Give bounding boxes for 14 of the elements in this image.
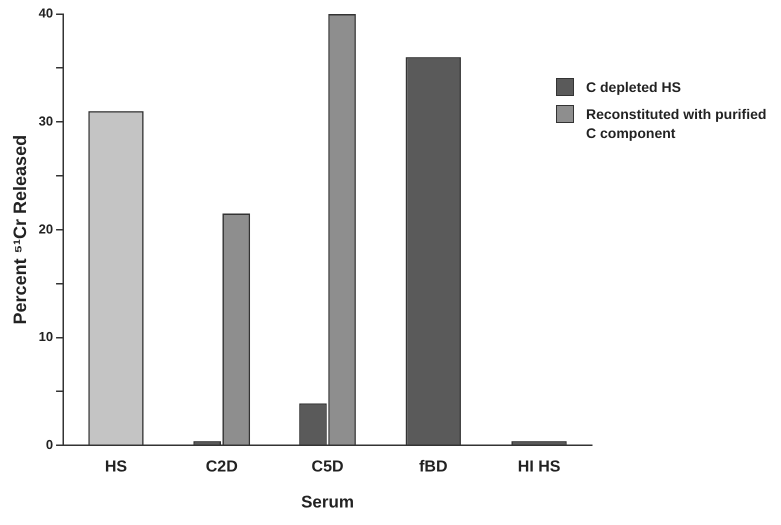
y-tick-label: 30 [38, 113, 54, 128]
y-tick-label: 40 [38, 6, 54, 21]
y-tick-label: 0 [46, 436, 54, 452]
y-tick-label: 10 [38, 329, 54, 344]
x-tick-label: C5D [312, 458, 344, 476]
y-tick-label: 20 [38, 221, 54, 236]
x-tick-label: HI HS [518, 458, 561, 476]
x-axis-title: Serum [301, 492, 354, 512]
y-axis-title: Percent ⁵¹Cr Released [10, 134, 30, 324]
x-tick-label: HS [104, 458, 128, 476]
legend-label: C depleted HS [586, 78, 681, 97]
x-tick-label: fBD [419, 458, 448, 476]
x-tick-label: C2D [206, 458, 238, 476]
legend-label: Reconstituted with purified C component [586, 105, 768, 143]
